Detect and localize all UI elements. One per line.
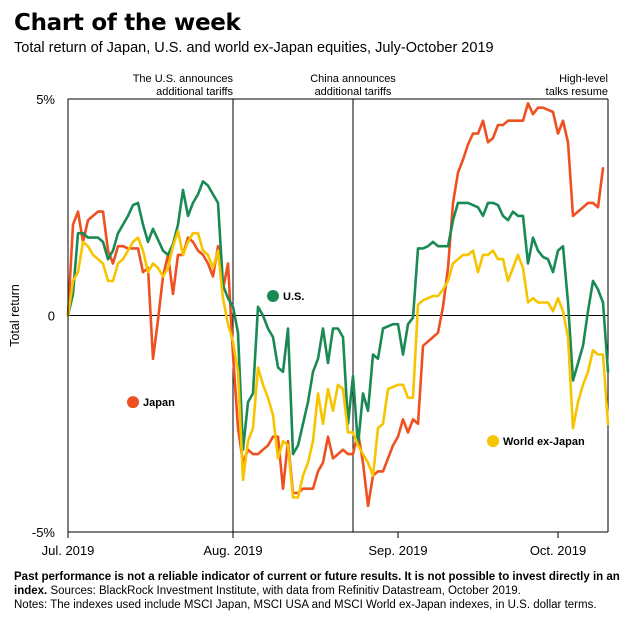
x-tick-label: Aug. 2019 — [203, 543, 262, 558]
event-annotation-line: China announces — [310, 73, 396, 85]
series-line-world-ex-japan — [66, 229, 610, 499]
x-tick-label: Jul. 2019 — [42, 543, 95, 558]
line-chart: The U.S. announces additional tariffsChin… — [8, 73, 610, 558]
series-line-u-s — [66, 180, 610, 456]
notes-text: Notes: The indexes used include MSCI Jap… — [14, 598, 597, 611]
y-axis-label: Total return — [8, 284, 22, 347]
footnote: Past performance is not a reliable indic… — [14, 571, 630, 612]
y-tick-label: -5% — [32, 525, 56, 540]
legend-label-japan: Japan — [143, 397, 175, 409]
series-layer — [66, 102, 610, 508]
x-tick-label: Sep. 2019 — [368, 543, 427, 558]
event-annotation-line: talks resume — [546, 86, 608, 98]
event-annotation-line: High-level — [559, 73, 608, 85]
axis-layer: 5% 0 -5% Total return Jul. 2019 Aug. 2019 Sep.… — [8, 92, 608, 558]
page-title: Chart of the week — [14, 10, 241, 36]
y-tick-label: 0 — [48, 309, 55, 324]
event-annotation-line: additional tariffs — [156, 86, 233, 98]
event-annotation: The U.S. announces additional tariffs — [133, 73, 234, 98]
disclaimer-text: Past performance is not a reliable indic… — [14, 571, 620, 597]
label-layer: Japan U.S. World ex-Japan — [127, 290, 585, 448]
legend-label-world-ex-japan: World ex-Japan — [503, 436, 585, 448]
event-annotation-line: additional tariffs — [315, 86, 392, 98]
legend-dot-japan — [127, 396, 139, 409]
series-line-japan — [66, 102, 605, 508]
event-annotation-line: The U.S. announces — [133, 73, 234, 85]
legend-dot-world-ex-japan — [487, 435, 499, 448]
sources-text: Sources: BlackRock Investment Institute,… — [50, 584, 521, 597]
x-tick-label: Oct. 2019 — [530, 543, 586, 558]
event-annotation: High-level talks resume — [546, 73, 608, 98]
legend-label-u-s: U.S. — [283, 291, 304, 303]
annotation-layer: The U.S. announces additional tariffsChin… — [133, 73, 609, 532]
event-annotation: China announces additional tariffs — [310, 73, 396, 98]
legend-dot-u-s — [267, 290, 279, 303]
y-tick-label: 5% — [36, 92, 55, 107]
chart-subtitle: Total return of Japan, U.S. and world ex… — [14, 40, 494, 56]
